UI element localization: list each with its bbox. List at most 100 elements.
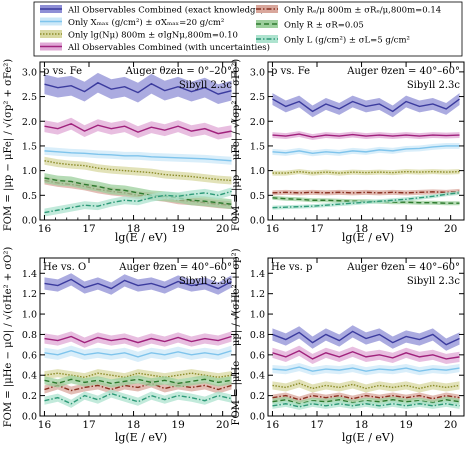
auger-annotation-bottom-right: Auger θzen = 40°–60°: [346, 262, 460, 273]
y-tick-label-top-left-0.5: 0.5: [22, 191, 37, 202]
y-tick-label-top-left-3: 3.0: [22, 67, 37, 78]
y-tick-label-bottom-right-1.4: 1.4: [250, 269, 265, 280]
x-tick-label-bottom-left-20: 20: [216, 419, 229, 431]
auger-annotation-top-right: Auger θzen = 40°–60°: [346, 66, 460, 77]
auger-annotation-top-left: Auger θzen = 0°–20°: [125, 66, 232, 77]
band-top-left-series-2: [44, 156, 232, 185]
x-axis-label-bottom-left: lg(E / eV): [115, 431, 167, 444]
line-bottom-right-series-4: [272, 394, 460, 401]
x-tick-label-top-right-17: 17: [310, 223, 323, 235]
y-tick-label-bottom-left-1.4: 1.4: [22, 269, 37, 280]
legend-column-right: Only Rₑ/μ 800m ± σRₑ/μ,800m=0.14 Only R ±…: [256, 5, 441, 46]
line-top-right-series-2: [272, 170, 460, 174]
x-tick-label-top-right-16: 16: [266, 223, 280, 235]
x-axis-label-top-left: lg(E / eV): [115, 231, 167, 244]
x-tick-label-bottom-right-18: 18: [355, 419, 368, 431]
y-tick-label-top-right-1: 1.0: [250, 166, 265, 177]
line-bottom-right-series-5: [272, 398, 460, 405]
y-tick-label-bottom-left-0.4: 0.4: [22, 371, 37, 382]
legend-label-1: Only Xₘₐₓ (g/cm²) ± σXₘₐₓ=20 g/cm²: [68, 17, 224, 28]
panel-top-right: 16 17 18 19 20 0.0 0.5 1.0 1.5 2.0 2.5 3.0 p vs. Fe A…: [250, 61, 465, 235]
legend-label-3: All Observables Combined (with uncertain…: [67, 42, 270, 53]
x-tick-label-top-left-18: 18: [127, 223, 140, 235]
line-top-right-series-3: [272, 133, 460, 138]
y-tick-label-top-right-2: 2.0: [250, 117, 265, 128]
x-tick-label-top-left-16: 16: [38, 223, 52, 235]
y-axis-label-bottom-right: FOM = |μHe − μp| / √(σHe² + σp²): [231, 248, 242, 425]
y-tick-label-top-right-3: 3.0: [250, 67, 265, 78]
x-tick-label-bottom-left-16: 16: [38, 419, 52, 431]
band-top-left-series-3: [44, 117, 232, 140]
y-tick-label-bottom-left-0.6: 0.6: [22, 350, 37, 361]
line-bottom-right-series-2: [272, 382, 460, 390]
line-bottom-left-series-3: [44, 335, 232, 344]
plot-frame-bottom-left: [39, 257, 237, 417]
x-tick-label-bottom-right-17: 17: [310, 419, 323, 431]
band-bottom-left-series-1: [44, 345, 232, 362]
panel-top-left: 16 17 18 19 20 0.0 0.5 1.0 1.5 2.0 2.5 3.0 p vs. Fe A…: [22, 61, 237, 235]
y-tick-label-bottom-left-0.8: 0.8: [22, 330, 37, 341]
band-top-right-series-1: [272, 142, 460, 157]
band-top-right-series-4: [272, 188, 460, 196]
y-tick-label-top-right-2.5: 2.5: [250, 92, 265, 103]
panel-bottom-left: 16 17 18 19 20 0.0 0.2 0.4 0.6 0.8 1.0 1.2 1.4 He vs.…: [22, 257, 237, 431]
band-top-left-series-5: [44, 173, 232, 210]
model-label-top-left: Sibyll 2.3c: [179, 80, 233, 91]
line-top-right-series-0: [272, 98, 460, 113]
y-tick-label-top-left-2.5: 2.5: [22, 92, 37, 103]
legend-label-6: Only L (g/cm²) ± σL=5 g/cm²: [284, 35, 410, 46]
pair-label-bottom-right: He vs. p: [271, 262, 312, 273]
pair-label-top-right: p vs. Fe: [271, 66, 310, 77]
y-tick-label-bottom-right-0.2: 0.2: [250, 391, 265, 402]
y-tick-label-top-left-0: 0.0: [22, 216, 37, 227]
y-tick-label-bottom-right-0.8: 0.8: [250, 330, 265, 341]
model-label-bottom-right: Sibyll 2.3c: [407, 276, 461, 287]
x-tick-label-top-right-20: 20: [444, 223, 457, 235]
legend-label-4: Only Rₑ/μ 800m ± σRₑ/μ,800m=0.14: [284, 6, 441, 16]
panels: 16 17 18 19 20 0.0 0.5 1.0 1.5 2.0 2.5 3.0 p vs. Fe A…: [22, 61, 465, 431]
y-tick-label-bottom-right-1.2: 1.2: [250, 289, 265, 300]
line-bottom-left-series-1: [44, 350, 232, 358]
y-axis-label-top-right: FOM = |μp − μFe| / √(σp² + σFe²): [231, 59, 242, 231]
y-tick-label-bottom-left-1.2: 1.2: [22, 289, 37, 300]
line-top-left-series-6: [44, 190, 232, 214]
legend-column-left: All Observables Combined (exact knowledg…: [40, 5, 270, 53]
x-tick-label-top-right-19: 19: [399, 223, 412, 235]
y-tick-label-top-left-1.5: 1.5: [22, 141, 37, 152]
model-label-top-right: Sibyll 2.3c: [407, 80, 461, 91]
line-bottom-left-series-0: [44, 278, 232, 290]
line-bottom-right-series-0: [272, 330, 460, 346]
y-tick-label-bottom-right-0.4: 0.4: [250, 371, 265, 382]
auger-annotation-bottom-left: Auger θzen = 40°–60°: [118, 262, 232, 273]
y-tick-label-bottom-right-0: 0.0: [250, 412, 265, 423]
y-tick-label-top-left-2: 2.0: [22, 117, 37, 128]
band-top-right-series-0: [272, 93, 460, 118]
line-bottom-right-series-3: [272, 349, 460, 360]
legend-label-2: Only lg(Nμ) 800m ± σlgNμ,800m=0.10: [68, 30, 238, 41]
line-top-left-series-0: [44, 81, 232, 95]
y-tick-label-top-left-1: 1.0: [22, 166, 37, 177]
line-top-left-series-2: [44, 160, 232, 182]
y-tick-label-bottom-left-0: 0.0: [22, 412, 37, 423]
legend-swatch-2: [40, 30, 62, 38]
x-tick-label-top-right-18: 18: [355, 223, 368, 235]
pair-label-bottom-left: He vs. O: [43, 262, 86, 273]
line-bottom-right-series-6: [272, 403, 460, 408]
y-tick-label-top-right-0: 0.0: [250, 216, 265, 227]
x-tick-label-bottom-right-19: 19: [399, 419, 412, 431]
y-axis-label-bottom-left: FOM = |μHe − μO| / √(σHe² + σO²): [3, 247, 14, 428]
model-label-bottom-left: Sibyll 2.3c: [179, 276, 233, 287]
x-tick-label-bottom-left-18: 18: [127, 419, 140, 431]
line-bottom-left-series-5: [44, 378, 232, 385]
legend-label-5: Only R ± σR=0.05: [284, 21, 364, 31]
y-tick-label-bottom-right-1: 1.0: [250, 310, 265, 321]
plot-frame-bottom-right: [267, 257, 465, 417]
band-bottom-left-series-3: [44, 331, 232, 348]
y-tick-label-bottom-left-0.2: 0.2: [22, 391, 37, 402]
line-bottom-right-series-1: [272, 366, 460, 372]
panel-bottom-right: 16 17 18 19 20 0.0 0.2 0.4 0.6 0.8 1.0 1.2 1.4 He vs.…: [250, 257, 465, 431]
x-axis-label-top-right: lg(E / eV): [342, 231, 394, 244]
band-top-left-series-6: [44, 187, 232, 217]
